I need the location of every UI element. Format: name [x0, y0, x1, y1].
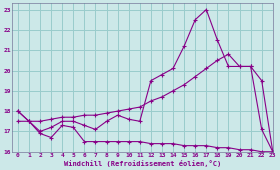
X-axis label: Windchill (Refroidissement éolien,°C): Windchill (Refroidissement éolien,°C)	[64, 159, 221, 167]
